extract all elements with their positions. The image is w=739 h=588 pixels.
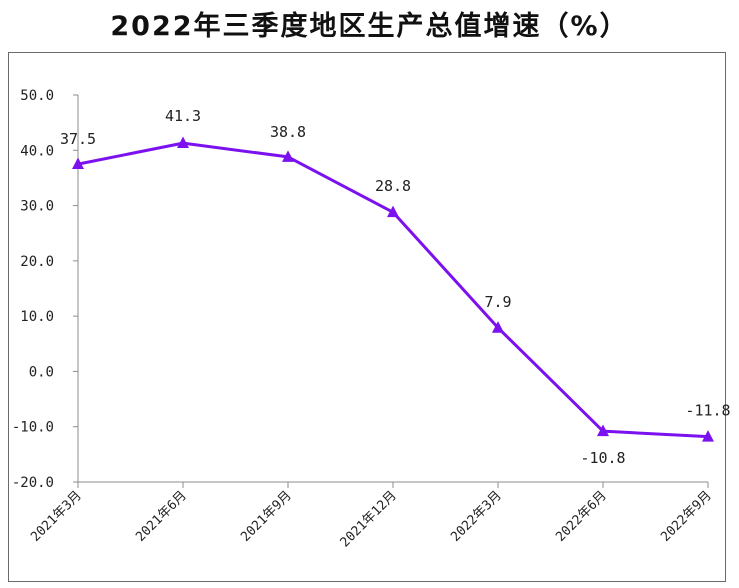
y-tick-label: 50.0 — [20, 88, 54, 104]
x-tick-label: 2021年9月 — [238, 488, 295, 545]
x-tick-label: 2022年3月 — [448, 488, 505, 545]
y-tick-label: 20.0 — [20, 254, 54, 270]
x-tick-label: 2021年3月 — [28, 488, 85, 545]
data-label: 7.9 — [484, 293, 511, 311]
chart-frame — [8, 52, 726, 582]
y-tick-label: -10.0 — [12, 420, 54, 436]
y-tick-label: 0.0 — [29, 364, 54, 380]
y-tick-label: 10.0 — [20, 309, 54, 325]
y-tick-label: 40.0 — [20, 143, 54, 159]
x-tick-label: 2022年9月 — [658, 488, 715, 545]
y-tick-label: -20.0 — [12, 475, 54, 491]
data-point-marker — [387, 205, 399, 218]
y-tick-label: 30.0 — [20, 199, 54, 215]
data-label: 28.8 — [375, 177, 411, 195]
data-label: 41.3 — [165, 107, 201, 125]
chart-title: 2022年三季度地区生产总值增速（%） — [110, 11, 629, 42]
x-tick-label: 2021年12月 — [338, 488, 400, 550]
data-label: -11.8 — [685, 402, 730, 420]
data-point-marker — [72, 157, 84, 170]
data-label: 37.5 — [60, 130, 96, 148]
x-tick-label: 2022年6月 — [553, 488, 610, 545]
data-point-marker — [492, 321, 504, 333]
data-labels: 37.5 41.3 38.8 28.8 7.9 -10.8 -11.8 — [60, 107, 731, 467]
x-tick-label: 2021年6月 — [133, 488, 190, 545]
data-point-marker — [177, 136, 189, 149]
data-point-marker — [282, 150, 294, 162]
series-group — [72, 136, 714, 442]
data-label: 38.8 — [270, 123, 306, 141]
data-label: -10.8 — [580, 449, 625, 467]
data-point-marker — [702, 430, 714, 442]
data-point-marker — [597, 424, 609, 437]
